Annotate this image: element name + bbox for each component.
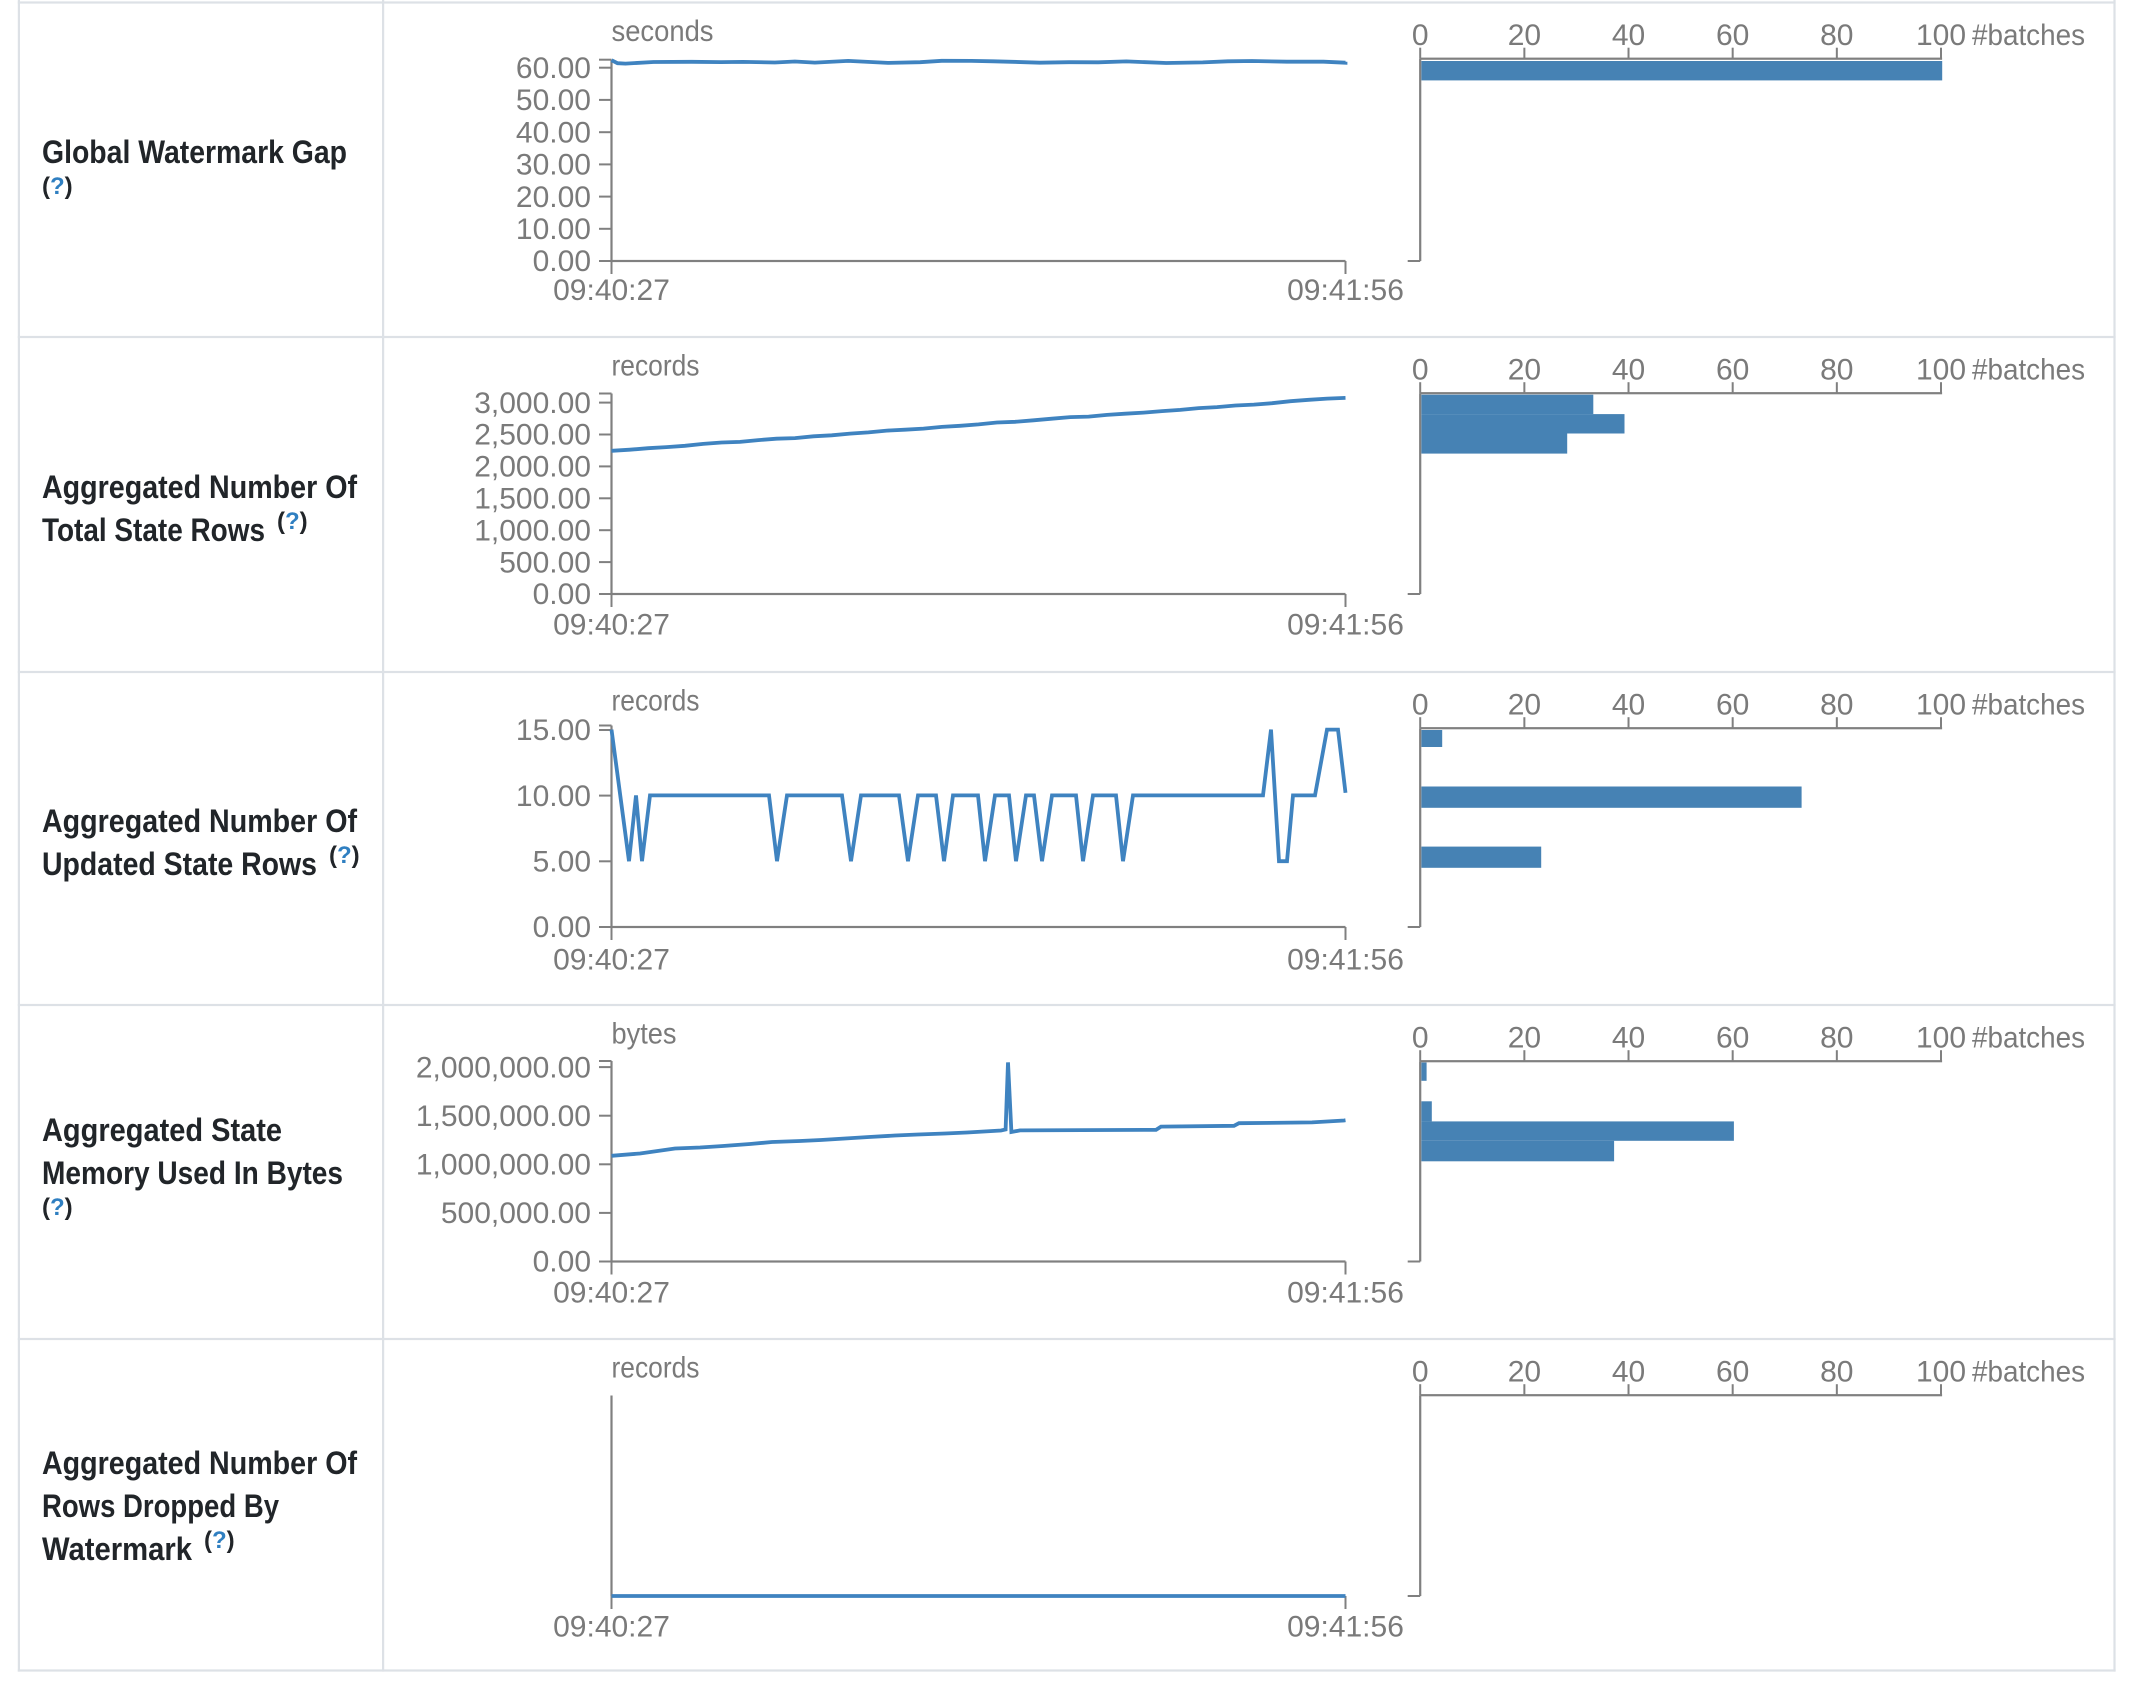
svg-text:100: 100: [1916, 1355, 1966, 1388]
svg-text:#batches: #batches: [1972, 1021, 2085, 1054]
svg-text:60: 60: [1716, 19, 1749, 52]
svg-text:5.00: 5.00: [533, 846, 591, 879]
svg-text:80: 80: [1820, 353, 1853, 386]
svg-text:#batches: #batches: [1972, 688, 2085, 721]
svg-text:20: 20: [1508, 353, 1541, 386]
svg-text:100: 100: [1916, 19, 1966, 52]
svg-text:10.00: 10.00: [516, 780, 591, 813]
svg-text:#batches: #batches: [1972, 19, 2085, 52]
svg-text:(?): (?): [42, 1194, 73, 1221]
svg-text:30.00: 30.00: [516, 149, 591, 182]
svg-text:Aggregated State: Aggregated State: [42, 1112, 282, 1148]
svg-text:40: 40: [1612, 19, 1645, 52]
svg-text:1,500,000.00: 1,500,000.00: [416, 1100, 591, 1133]
svg-text:Aggregated Number Of: Aggregated Number Of: [42, 469, 357, 505]
svg-text:records: records: [612, 350, 700, 383]
svg-text:bytes: bytes: [612, 1018, 677, 1051]
svg-text:10.00: 10.00: [516, 213, 591, 246]
svg-text:0: 0: [1412, 1355, 1429, 1388]
svg-text:2,500.00: 2,500.00: [474, 419, 591, 452]
svg-text:Memory Used In Bytes: Memory Used In Bytes: [42, 1155, 343, 1191]
svg-text:40: 40: [1612, 1021, 1645, 1054]
svg-text:0: 0: [1412, 353, 1429, 386]
svg-text:1,000,000.00: 1,000,000.00: [416, 1149, 591, 1182]
svg-text:80: 80: [1820, 688, 1853, 721]
svg-text:0: 0: [1412, 19, 1429, 52]
svg-text:3,000.00: 3,000.00: [474, 387, 591, 420]
svg-text:50.00: 50.00: [516, 84, 591, 117]
svg-text:Aggregated Number Of: Aggregated Number Of: [42, 1445, 357, 1481]
svg-text:1,500.00: 1,500.00: [474, 483, 591, 516]
svg-text:0: 0: [1412, 688, 1429, 721]
svg-text:80: 80: [1820, 1355, 1853, 1388]
svg-text:500,000.00: 500,000.00: [441, 1197, 591, 1230]
svg-text:0.00: 0.00: [533, 578, 591, 611]
svg-text:records: records: [612, 685, 700, 718]
svg-text:60: 60: [1716, 1355, 1749, 1388]
svg-text:09:40:27: 09:40:27: [553, 608, 670, 641]
svg-text:09:41:56: 09:41:56: [1287, 274, 1404, 307]
svg-text:(?): (?): [42, 173, 73, 200]
svg-text:09:41:56: 09:41:56: [1287, 608, 1404, 641]
svg-text:09:41:56: 09:41:56: [1287, 943, 1404, 976]
svg-text:#batches: #batches: [1972, 1355, 2085, 1388]
svg-text:500.00: 500.00: [499, 546, 591, 579]
svg-text:0.00: 0.00: [533, 245, 591, 278]
svg-text:0.00: 0.00: [533, 1246, 591, 1279]
svg-text:09:40:27: 09:40:27: [553, 1610, 670, 1643]
svg-text:Updated State Rows: Updated State Rows: [42, 846, 317, 882]
svg-text:Rows Dropped By: Rows Dropped By: [42, 1488, 279, 1524]
svg-text:#batches: #batches: [1972, 353, 2085, 386]
svg-text:2,000,000.00: 2,000,000.00: [416, 1051, 591, 1084]
svg-text:100: 100: [1916, 353, 1966, 386]
svg-text:(?): (?): [204, 1527, 235, 1554]
svg-text:40.00: 40.00: [516, 116, 591, 149]
svg-text:Watermark: Watermark: [42, 1531, 192, 1567]
svg-text:09:41:56: 09:41:56: [1287, 1610, 1404, 1643]
svg-text:60.00: 60.00: [516, 52, 591, 85]
svg-text:20: 20: [1508, 1355, 1541, 1388]
svg-text:20: 20: [1508, 19, 1541, 52]
svg-text:40: 40: [1612, 1355, 1645, 1388]
svg-text:20: 20: [1508, 1021, 1541, 1054]
svg-text:(?): (?): [277, 508, 308, 535]
svg-text:Global Watermark Gap: Global Watermark Gap: [42, 134, 347, 170]
svg-text:60: 60: [1716, 1021, 1749, 1054]
svg-text:20.00: 20.00: [516, 181, 591, 214]
svg-text:15.00: 15.00: [516, 714, 591, 747]
svg-text:seconds: seconds: [612, 15, 714, 48]
svg-text:100: 100: [1916, 1021, 1966, 1054]
svg-text:Total State Rows: Total State Rows: [42, 512, 265, 548]
svg-text:records: records: [612, 1352, 700, 1385]
svg-text:0: 0: [1412, 1021, 1429, 1054]
svg-text:80: 80: [1820, 1021, 1853, 1054]
svg-text:09:40:27: 09:40:27: [553, 943, 670, 976]
svg-text:20: 20: [1508, 688, 1541, 721]
svg-text:80: 80: [1820, 19, 1853, 52]
svg-text:0.00: 0.00: [533, 911, 591, 944]
svg-text:1,000.00: 1,000.00: [474, 514, 591, 547]
svg-text:40: 40: [1612, 688, 1645, 721]
svg-text:60: 60: [1716, 688, 1749, 721]
svg-text:2,000.00: 2,000.00: [474, 451, 591, 484]
svg-text:09:40:27: 09:40:27: [553, 274, 670, 307]
svg-text:09:41:56: 09:41:56: [1287, 1276, 1404, 1309]
svg-text:40: 40: [1612, 353, 1645, 386]
svg-text:(?): (?): [329, 842, 360, 869]
svg-text:100: 100: [1916, 688, 1966, 721]
svg-text:60: 60: [1716, 353, 1749, 386]
svg-text:Aggregated Number Of: Aggregated Number Of: [42, 803, 357, 839]
svg-text:09:40:27: 09:40:27: [553, 1276, 670, 1309]
